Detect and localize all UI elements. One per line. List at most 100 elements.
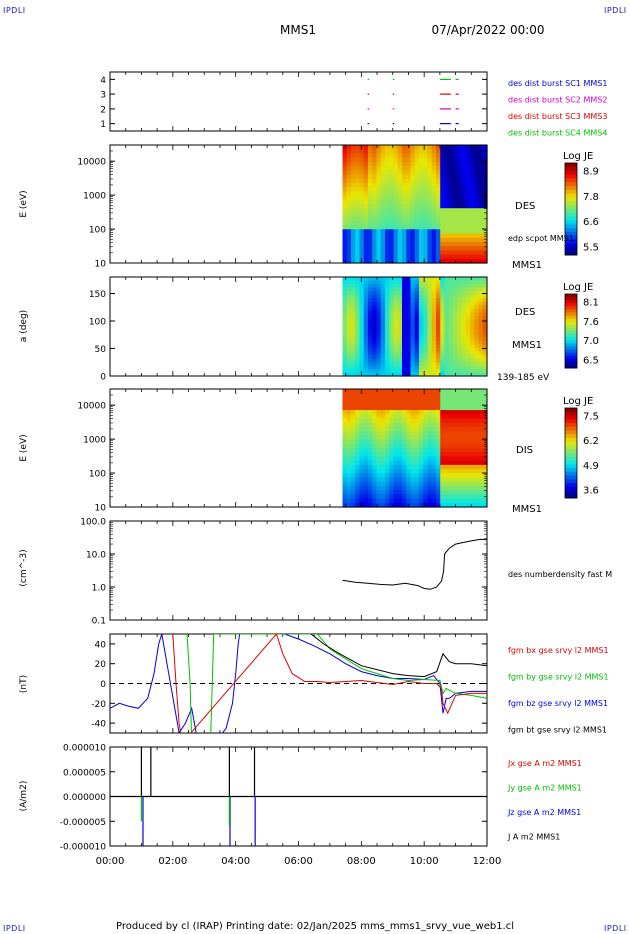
spectrogram-cell bbox=[384, 229, 390, 235]
spectrogram-cell bbox=[457, 358, 463, 363]
spectrogram-cell bbox=[435, 464, 441, 470]
spectrogram-cell bbox=[367, 330, 373, 335]
spectrogram-cell bbox=[444, 418, 450, 424]
spectrogram-cell bbox=[423, 301, 429, 306]
spectrogram-cell bbox=[363, 170, 369, 176]
spectrogram-cell bbox=[448, 305, 454, 310]
spectrogram-cell bbox=[469, 178, 475, 184]
spectrogram-cell bbox=[380, 414, 386, 420]
spectrogram-cell bbox=[469, 464, 475, 470]
spectrogram-cell bbox=[444, 410, 450, 415]
y-tick-label: 0 bbox=[100, 680, 106, 690]
spectrogram-cell bbox=[363, 204, 369, 209]
spectrogram-cell bbox=[410, 191, 416, 197]
spectrogram-cell bbox=[380, 361, 386, 366]
spectrogram-cell bbox=[440, 212, 446, 218]
spectrogram-cell bbox=[372, 330, 378, 335]
spectrogram-cell bbox=[469, 170, 475, 176]
spectrogram-cell bbox=[478, 216, 484, 222]
spectrogram-cell bbox=[440, 401, 446, 407]
spectrogram-cell bbox=[465, 315, 471, 321]
spectrogram-cell bbox=[431, 414, 437, 420]
spectrogram-cell bbox=[465, 237, 471, 243]
spectrogram-cell bbox=[397, 351, 403, 356]
spectrogram-cell bbox=[406, 490, 412, 495]
spectrogram-cell bbox=[372, 414, 378, 420]
spectrogram-cell bbox=[350, 452, 356, 458]
spectrogram-cell bbox=[440, 414, 446, 420]
spectrogram-cell bbox=[423, 368, 429, 374]
spectrogram-cell bbox=[355, 204, 361, 209]
spectrogram-cell bbox=[359, 308, 365, 313]
spectrogram-cell bbox=[440, 233, 446, 239]
spectrogram-cell bbox=[372, 233, 378, 239]
spectrogram-cell bbox=[350, 280, 356, 285]
spectrogram-cell bbox=[350, 405, 356, 411]
spectrogram-cell bbox=[363, 216, 369, 222]
spectrogram-cell bbox=[384, 170, 390, 176]
spectrogram-cell bbox=[410, 182, 416, 188]
spectrogram-cell bbox=[397, 199, 403, 205]
spectrogram-cell bbox=[478, 414, 484, 420]
spectrogram-cell bbox=[389, 291, 395, 296]
spectrogram-cell bbox=[474, 405, 480, 411]
spectrogram-cell bbox=[393, 401, 399, 407]
spectrogram-cell bbox=[397, 456, 403, 462]
spectrogram-cell bbox=[346, 414, 352, 420]
spectrogram-cell bbox=[465, 401, 471, 407]
spectrogram-cell bbox=[367, 490, 373, 495]
spectrogram-cell bbox=[461, 330, 467, 335]
spectrogram-cell bbox=[435, 405, 441, 411]
spectrogram-cell bbox=[448, 426, 454, 432]
spectrogram-cell bbox=[367, 157, 373, 163]
spectrogram-cell bbox=[367, 498, 373, 504]
spectrogram-cell bbox=[418, 277, 424, 282]
spectrogram-cell bbox=[372, 393, 378, 399]
spectrogram-cell bbox=[410, 469, 416, 474]
spectrogram-cell bbox=[350, 365, 356, 370]
spectrogram-cell bbox=[482, 456, 488, 462]
y-tick-label: 1000 bbox=[83, 192, 106, 202]
spectrogram-cell bbox=[401, 326, 407, 331]
spectrogram-cell bbox=[474, 365, 480, 370]
spectrogram-cell bbox=[431, 229, 437, 235]
spectrogram-cell bbox=[406, 182, 412, 188]
spectrogram-cell bbox=[376, 477, 382, 483]
colorbar-cell bbox=[565, 419, 577, 424]
colorbar-cell bbox=[565, 209, 577, 214]
spectrogram-cell bbox=[440, 405, 446, 411]
spectrogram-cell bbox=[342, 473, 348, 479]
spectrogram-cell bbox=[359, 258, 365, 264]
spectrogram-cell bbox=[461, 485, 467, 491]
y-tick-label: 100 bbox=[89, 226, 106, 236]
spectrogram-cell bbox=[461, 481, 467, 487]
spectrogram-cell bbox=[448, 315, 454, 321]
y-tick-label: 0 bbox=[100, 373, 106, 383]
magnetic-field-legend-entry: fgm bz gse srvy l2 MMS1 bbox=[508, 699, 608, 708]
spectrogram-cell bbox=[423, 280, 429, 285]
spectrogram-cell bbox=[423, 254, 429, 260]
spectrogram-cell bbox=[414, 312, 420, 317]
spectrogram-cell bbox=[397, 191, 403, 197]
spectrogram-cell bbox=[401, 254, 407, 260]
spectrogram-cell bbox=[435, 149, 441, 155]
spectrogram-cell bbox=[482, 157, 488, 163]
spectrogram-cell bbox=[452, 284, 458, 289]
spectrogram-cell bbox=[406, 460, 412, 466]
spectrogram-cell bbox=[346, 170, 352, 176]
spectrogram-cell bbox=[440, 498, 446, 504]
spectrogram-cell bbox=[350, 291, 356, 296]
spectrogram-cell bbox=[401, 393, 407, 399]
spectrogram-cell bbox=[427, 212, 433, 218]
spectrogram-cell bbox=[457, 330, 463, 335]
spectrogram-cell bbox=[372, 473, 378, 479]
spectrogram-cell bbox=[380, 195, 386, 201]
spectrogram-cell bbox=[384, 498, 390, 504]
spectrogram-cell bbox=[478, 208, 484, 214]
spectrogram-cell bbox=[372, 344, 378, 349]
spectrogram-cell bbox=[461, 494, 467, 500]
spectrogram-cell bbox=[389, 452, 395, 458]
spectrogram-cell bbox=[363, 473, 369, 479]
spectrogram-cell bbox=[414, 208, 420, 214]
spectrogram-cell bbox=[448, 358, 454, 363]
